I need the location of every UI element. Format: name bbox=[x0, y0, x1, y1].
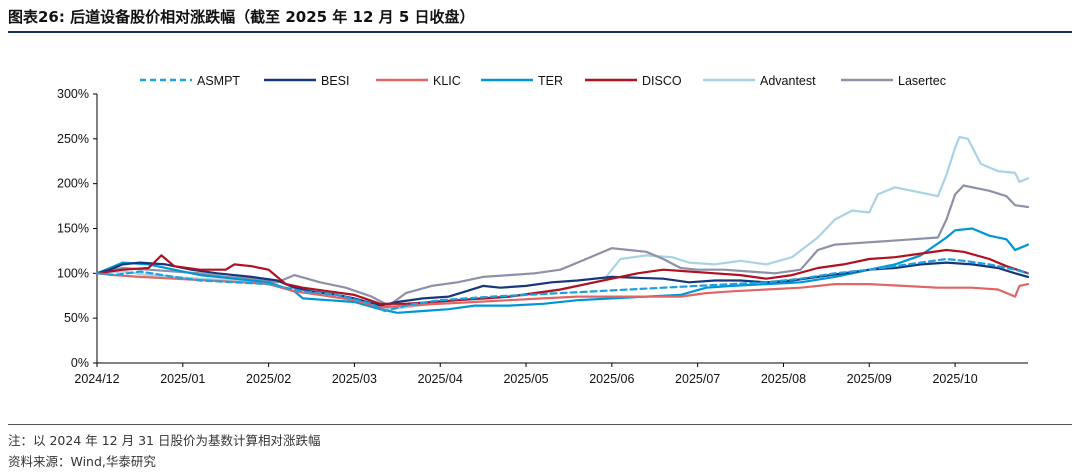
series-line-asmpt bbox=[95, 257, 1030, 313]
legend-label-advantest: Advantest bbox=[760, 74, 816, 88]
legend-label-besi: BESI bbox=[321, 74, 350, 88]
x-tick-label: 2025/08 bbox=[761, 372, 806, 386]
legend-label-ter: TER bbox=[538, 74, 563, 88]
series-line-ter bbox=[95, 227, 1030, 314]
y-tick-label: 150% bbox=[57, 222, 89, 236]
legend-label-klic: KLIC bbox=[433, 74, 461, 88]
legend-label-asmpt: ASMPT bbox=[197, 74, 240, 88]
chart-series-layer bbox=[95, 135, 1030, 314]
y-tick-label: 50% bbox=[64, 311, 89, 325]
x-tick-label: 2025/09 bbox=[847, 372, 892, 386]
footer-rule bbox=[8, 424, 1072, 425]
x-tick-label: 2025/04 bbox=[418, 372, 463, 386]
x-tick-label: 2025/05 bbox=[503, 372, 548, 386]
x-tick-label: 2024/12 bbox=[74, 372, 119, 386]
series-line-besi bbox=[95, 261, 1030, 307]
legend-label-lasertec: Lasertec bbox=[898, 74, 946, 88]
y-tick-label: 0% bbox=[71, 356, 89, 370]
footnote: 注：以 2024 年 12 月 31 日股价为基数计算相对涨跌幅 bbox=[8, 433, 321, 448]
x-tick-label: 2025/01 bbox=[160, 372, 205, 386]
series-line-lasertec bbox=[95, 184, 1030, 307]
source-note: 资料来源：Wind,华泰研究 bbox=[8, 454, 156, 469]
figure-title: 图表26: 后道设备股价相对涨跌幅（截至 2025 年 12 月 5 日收盘） bbox=[8, 8, 475, 26]
legend-label-disco: DISCO bbox=[642, 74, 682, 88]
title-rule bbox=[8, 31, 1072, 33]
x-tick-label: 2025/03 bbox=[332, 372, 377, 386]
y-tick-label: 300% bbox=[57, 87, 89, 101]
y-tick-label: 200% bbox=[57, 177, 89, 191]
x-tick-label: 2025/07 bbox=[675, 372, 720, 386]
x-tick-label: 2025/06 bbox=[589, 372, 634, 386]
chart-axes: 0% 50% 100% 150% 200% 250% 300% 2024/12 2025/01 2… bbox=[57, 87, 1028, 386]
x-tick-label: 2025/10 bbox=[932, 372, 977, 386]
x-tick-label: 2025/02 bbox=[246, 372, 291, 386]
series-line-disco bbox=[95, 248, 1030, 305]
y-tick-label: 250% bbox=[57, 132, 89, 146]
chart-legend: ASMPT BESI KLIC TER DISCO Advantest Lasertec bbox=[140, 74, 946, 88]
y-tick-label: 100% bbox=[57, 266, 89, 280]
